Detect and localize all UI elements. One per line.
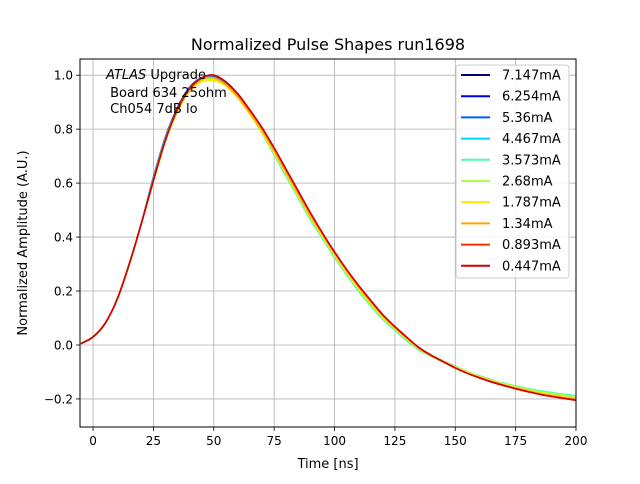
x-tick-label: 150 [444,434,467,448]
atlas-annotation: ATLAS Upgrade Board 634 25ohm Ch054 7dB … [105,68,227,117]
legend-label: 0.447mA [502,259,561,274]
x-axis-ticks: 0 25 50 75 100 125 150 175 200 [89,427,587,448]
legend-label: 5.36mA [502,111,553,126]
x-tick-label: 200 [565,434,588,448]
legend-label: 3.573mA [502,153,561,168]
legend-label: 1.34mA [502,217,553,232]
annotation-line-2: Board 634 25ohm [106,86,227,101]
legend-label: 2.68mA [502,175,553,190]
y-tick-label: 1.0 [54,69,73,83]
annotation-line-3: Ch054 7dB lo [106,102,198,117]
annotation-line-1: ATLAS Upgrade [105,68,206,83]
x-tick-label: 0 [89,434,97,448]
x-tick-label: 125 [383,434,406,448]
legend-label: 6.254mA [502,90,561,105]
legend-label: 1.787mA [502,196,561,211]
legend: 7.147mA 6.254mA 5.36mA 4.467mA 3.573mA 2.68mA… [455,64,570,279]
x-tick-label: 50 [206,434,221,448]
y-tick-label: 0.4 [54,231,73,245]
x-tick-label: 25 [146,434,161,448]
legend-label: 0.893mA [502,238,561,253]
legend-label: 7.147mA [502,69,561,84]
y-tick-label: 0.6 [54,177,73,191]
y-tick-label: 0.2 [54,285,73,299]
upgrade-label: Upgrade [146,68,206,83]
series-line-0.447mA [80,74,576,402]
y-axis-label: Normalized Amplitude (A.U.) [16,150,31,335]
x-tick-label: 100 [323,434,346,448]
x-tick-label: 175 [504,434,527,448]
chart-title: Normalized Pulse Shapes run1698 [191,35,465,54]
y-axis-ticks: −0.2 0.0 0.2 0.4 0.6 0.8 1.0 [44,69,80,406]
atlas-label: ATLAS [105,68,146,83]
x-axis-label: Time [ns] [296,457,358,472]
plot-frame [79,58,577,428]
y-tick-label: −0.2 [44,392,73,406]
legend-label: 4.467mA [502,132,561,147]
y-tick-label: 0.8 [54,123,73,137]
y-tick-label: 0.0 [54,338,73,352]
series-lines [80,74,576,402]
x-tick-label: 75 [267,434,282,448]
